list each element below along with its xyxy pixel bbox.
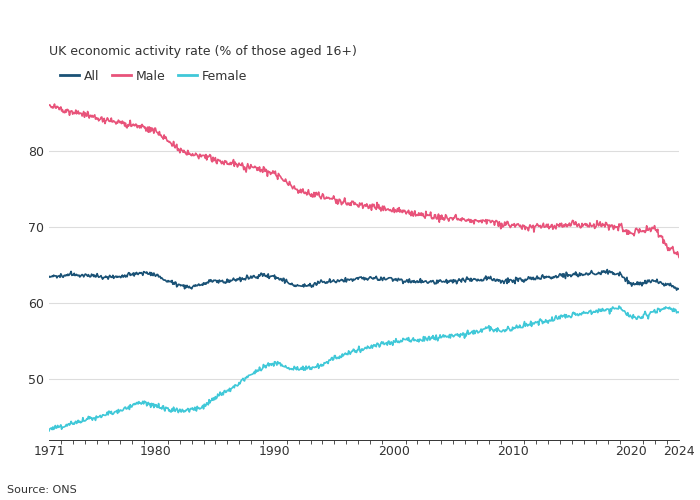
Female [427, 334, 435, 340]
Male [447, 215, 455, 221]
All [603, 266, 611, 272]
Female [523, 322, 531, 328]
Male [45, 102, 53, 108]
Female [587, 312, 596, 318]
All [45, 274, 53, 280]
All [427, 279, 435, 285]
All [673, 287, 681, 293]
All [675, 286, 683, 292]
Text: Source: ONS: Source: ONS [7, 485, 77, 495]
Female [615, 303, 623, 309]
Line: Female: Female [49, 306, 679, 431]
Line: Male: Male [49, 104, 679, 258]
Legend: All, Male, Female: All, Male, Female [55, 64, 252, 88]
All [446, 277, 454, 283]
Female [411, 336, 419, 342]
Line: All: All [49, 270, 679, 290]
All [83, 274, 92, 280]
Female [675, 310, 683, 316]
Male [412, 213, 420, 219]
Female [83, 416, 92, 422]
Male [50, 101, 59, 107]
All [523, 276, 531, 282]
Male [84, 111, 92, 117]
Text: UK economic activity rate (% of those aged 16+): UK economic activity rate (% of those ag… [49, 44, 357, 58]
Male [675, 254, 683, 260]
Female [45, 428, 53, 434]
Male [524, 225, 532, 231]
Male [588, 223, 596, 229]
All [411, 279, 419, 285]
Male [428, 216, 436, 222]
Female [446, 335, 454, 341]
All [587, 268, 596, 274]
